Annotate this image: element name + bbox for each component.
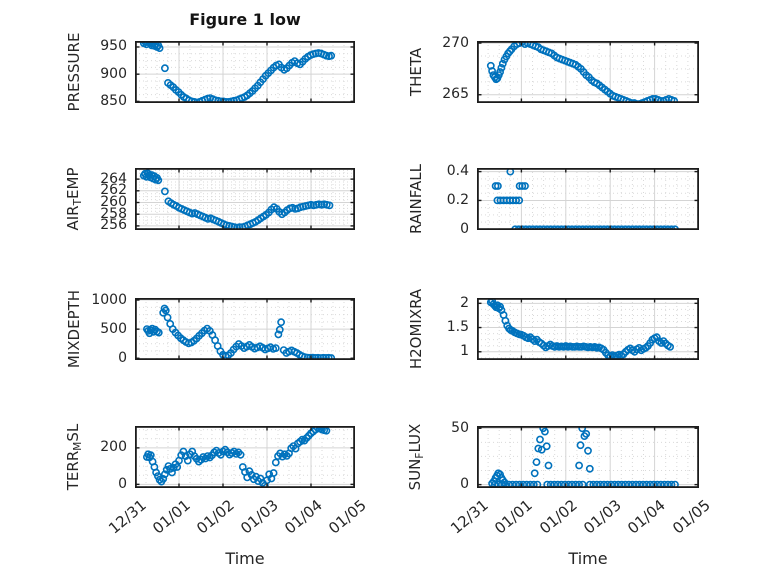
mixdepth-ytick-0: 0	[118, 349, 127, 366]
terrmsl-plot	[135, 426, 355, 488]
terrmsl-ylabel: TERRMSL	[64, 424, 84, 490]
scatter-markers	[139, 41, 336, 103]
pressure-ytick-900: 900	[100, 65, 127, 82]
airtemp-ytick-256: 256	[100, 217, 127, 234]
minor-grid	[477, 41, 699, 103]
ylabel-text: TERR	[63, 450, 82, 491]
ylabel-text: MIXDEPTH	[65, 289, 83, 369]
h2omixra-ytick-2: 2	[460, 294, 469, 311]
time-axis-label-left: Time	[225, 549, 265, 568]
pressure-ytick-850: 850	[100, 92, 127, 109]
scatter-markers	[486, 41, 678, 103]
ylabel-text-subscript: M	[72, 441, 85, 451]
major-grid	[135, 298, 355, 360]
airtemp-ytick-262: 262	[100, 182, 127, 199]
rainfall-ytick-0.4: 0.4	[446, 163, 469, 180]
axes-box	[135, 426, 355, 488]
terrmsl-xtick-01-01: 01/01	[148, 496, 194, 538]
ylabel-text: RAINFALL	[407, 164, 425, 234]
terrmsl-xtick-01-03: 01/03	[236, 496, 282, 538]
sunflux-xtick-01-04: 01/04	[624, 496, 670, 538]
major-grid	[477, 426, 699, 488]
ylabel-text: SUN	[405, 458, 424, 491]
ylabel-text: AIR	[63, 205, 82, 231]
scatter-markers	[491, 168, 679, 230]
terrmsl-xtick-01-02: 01/02	[192, 496, 238, 538]
sunflux-xtick-01-02: 01/02	[535, 496, 581, 538]
theta-ytick-265: 265	[442, 86, 469, 103]
axes-box	[135, 168, 355, 230]
ylabel-text: EMP	[63, 167, 82, 199]
axes-box	[477, 41, 699, 103]
airtemp-ytick-264: 264	[100, 170, 127, 187]
terrmsl-ytick-200: 200	[100, 439, 127, 456]
sunflux-ylabel: SUNFLUX	[406, 424, 426, 491]
sunflux-xtick-12-31: 12/31	[446, 496, 492, 538]
ylabel-text: PRESSURE	[65, 32, 83, 112]
pressure-plot	[135, 41, 355, 103]
time-axis-label-right: Time	[568, 549, 608, 568]
airtemp-plot	[135, 168, 355, 230]
minor-grid	[477, 426, 699, 488]
pressure-ytick-950: 950	[100, 38, 127, 55]
airtemp-ytick-260: 260	[100, 194, 127, 210]
sunflux-ytick-0: 0	[460, 476, 469, 493]
mixdepth-ytick-500: 500	[100, 320, 127, 337]
scatter-markers	[142, 426, 331, 488]
airtemp-ylabel: AIRTEMP	[64, 168, 84, 231]
mixdepth-ytick-1000: 1000	[91, 291, 127, 308]
rainfall-ylabel: RAINFALL	[407, 164, 425, 234]
sunflux-ytick-50: 50	[451, 419, 469, 436]
pressure-ylabel: PRESSURE	[65, 33, 83, 112]
rainfall-plot	[477, 168, 699, 230]
scatter-markers	[139, 169, 334, 230]
sunflux-xtick-01-05: 01/05	[668, 496, 714, 538]
airtemp-ytick-258: 258	[100, 205, 127, 222]
sunflux-xtick-01-03: 01/03	[580, 496, 625, 538]
axes-box	[135, 298, 355, 360]
axes-box	[477, 298, 699, 360]
rainfall-ytick-0.2: 0.2	[446, 191, 469, 208]
major-grid	[135, 168, 355, 230]
mixdepth-plot	[135, 298, 355, 360]
theta-ylabel: THETA	[407, 48, 425, 96]
theta-ytick-270: 270	[442, 34, 469, 51]
h2omixra-ytick-1: 1	[460, 343, 469, 360]
h2omixra-ylabel: H2OMIXRA	[407, 289, 425, 369]
axes-box	[477, 426, 699, 488]
scatter-markers	[486, 298, 674, 360]
h2omixra-plot	[477, 298, 699, 360]
h2omixra-ytick-1.5: 1.5	[446, 319, 469, 336]
sunflux-xtick-01-01: 01/01	[491, 496, 536, 538]
ylabel-text: H2OMIXRA	[407, 288, 425, 370]
ylabel-text: SL	[63, 423, 82, 442]
minor-grid	[477, 168, 699, 230]
ylabel-text: LUX	[405, 423, 424, 453]
theta-plot	[477, 41, 699, 103]
ylabel-text: THETA	[407, 47, 425, 97]
sunflux-plot	[477, 426, 699, 488]
terrmsl-xtick-01-05: 01/05	[324, 496, 370, 538]
axes-box	[477, 168, 699, 230]
figure-title: Figure 1 low	[189, 10, 301, 29]
ylabel-text-subscript: F	[414, 452, 427, 459]
terrmsl-ytick-0: 0	[118, 475, 127, 492]
terrmsl-xtick-01-04: 01/04	[280, 496, 326, 538]
axes-box	[135, 41, 355, 103]
mixdepth-ylabel: MIXDEPTH	[65, 290, 83, 368]
terrmsl-xtick-12-31: 12/31	[104, 496, 150, 538]
ylabel-text-subscript: T	[72, 198, 85, 206]
scatter-markers	[142, 304, 336, 360]
rainfall-ytick-0: 0	[460, 220, 469, 237]
